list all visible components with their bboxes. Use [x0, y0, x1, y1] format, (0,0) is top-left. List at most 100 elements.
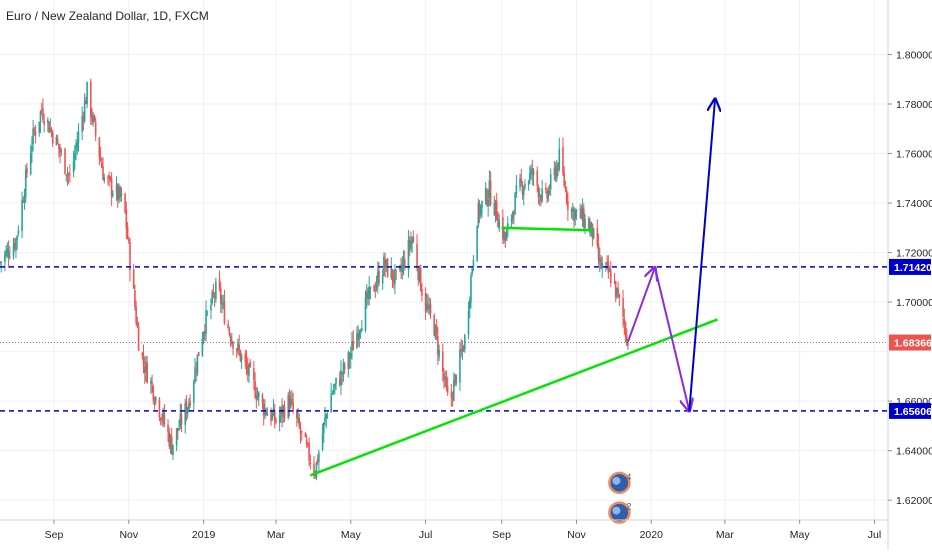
candle-down — [189, 401, 191, 406]
candle-up — [461, 348, 464, 350]
candle-up — [196, 354, 199, 375]
candle-up — [184, 402, 187, 425]
candle-up — [162, 411, 164, 420]
candle-down — [229, 336, 232, 342]
candle-down — [265, 409, 267, 415]
candle-up — [29, 153, 32, 175]
candle-down — [504, 232, 507, 241]
candle-up — [201, 338, 204, 356]
drawings — [309, 99, 717, 477]
candle-up — [515, 185, 518, 194]
candle-up — [365, 292, 368, 299]
candle-down — [408, 240, 411, 248]
candle-down — [110, 178, 113, 196]
candle-up — [434, 325, 437, 338]
candle-down — [587, 218, 590, 232]
grid — [0, 0, 888, 520]
candle-down — [244, 353, 247, 362]
candle-up — [532, 169, 535, 176]
candle-down — [495, 201, 498, 221]
candle-down — [309, 462, 312, 464]
candle-up — [340, 370, 342, 386]
candle-up — [323, 422, 325, 433]
candle-down — [308, 443, 310, 461]
candle-down — [228, 329, 231, 335]
x-tick-label: Nov — [119, 529, 138, 541]
candle-up — [169, 436, 172, 446]
candle-down — [177, 428, 179, 431]
candle-up — [601, 263, 604, 268]
candle-down — [40, 109, 43, 111]
candle-up — [331, 393, 334, 395]
candle-down — [304, 433, 307, 438]
event-badge-highlight — [612, 506, 621, 515]
candle-up — [205, 310, 207, 335]
candle-up — [289, 398, 292, 408]
candle-down — [48, 122, 50, 133]
candle-down — [26, 167, 28, 173]
candle-down — [273, 410, 276, 422]
candle-up — [444, 376, 447, 380]
projection-arrow-up — [688, 99, 715, 412]
candle-down — [255, 395, 258, 400]
candle-up — [16, 235, 18, 240]
candle-up — [454, 374, 456, 380]
candle-up — [206, 311, 209, 313]
candle-up — [17, 230, 20, 234]
candle-up — [92, 115, 95, 123]
candle-up — [154, 397, 157, 402]
y-tick-label: 1.70000 — [896, 297, 932, 309]
candle-down — [554, 167, 557, 178]
candle-down — [146, 362, 148, 383]
candle-up — [222, 302, 225, 304]
candle-up — [186, 407, 189, 414]
candle-down — [22, 201, 25, 203]
candle-up — [498, 219, 500, 229]
candle-down — [167, 424, 169, 433]
candle-down — [367, 290, 369, 299]
candle-up — [49, 127, 52, 132]
candle-up — [31, 145, 33, 153]
candle-down — [622, 298, 624, 317]
candle-up — [81, 116, 83, 133]
candle-down — [520, 178, 523, 184]
event-badge-count: 2 — [626, 502, 631, 512]
candle-down — [127, 239, 130, 242]
candle-down — [159, 418, 162, 421]
candle-up — [464, 335, 466, 350]
candle-up — [172, 444, 174, 456]
candle-up — [558, 148, 561, 170]
candle-down — [352, 341, 355, 351]
candle-up — [503, 231, 505, 241]
candle-down — [197, 352, 200, 356]
candle-up — [326, 414, 329, 416]
candle-up — [324, 417, 326, 422]
candle-down — [625, 335, 628, 346]
candle-up — [579, 208, 581, 210]
candle-down — [573, 207, 575, 221]
candle-down — [618, 294, 621, 298]
x-tick-label: Sep — [492, 529, 511, 541]
candle-up — [549, 174, 552, 190]
candle-up — [359, 330, 362, 334]
y-tick-label: 1.74000 — [896, 198, 932, 210]
level-price-box — [889, 258, 931, 275]
candle-down — [316, 459, 319, 463]
candle-up — [47, 119, 49, 123]
candle-down — [235, 348, 238, 352]
candle-down — [99, 156, 102, 161]
candle-down — [227, 323, 229, 329]
candle-up — [541, 188, 543, 201]
candle-up — [318, 452, 320, 462]
candle-up — [175, 428, 178, 446]
candle-down — [446, 386, 449, 394]
candle-down — [617, 288, 619, 294]
candle-up — [55, 136, 58, 146]
candle-down — [7, 250, 10, 258]
candle-up — [592, 228, 595, 239]
candle-down — [305, 439, 308, 445]
candle-down — [562, 147, 564, 173]
